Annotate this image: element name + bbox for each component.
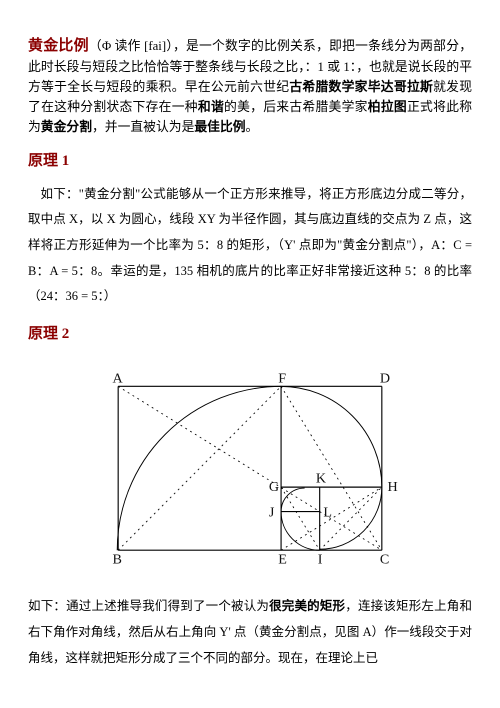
svg-text:I: I bbox=[318, 552, 323, 568]
intro-bold-1: 古希腊数学家毕达哥拉斯 bbox=[289, 80, 433, 94]
principle-1-paragraph: 如下："黄金分割"公式能够从一个正方形来推导，将正方形底边分成二等分，取中点 X… bbox=[28, 182, 472, 310]
principle-2-paragraph: 如下：通过上述推导我们得到了一个被认为很完美的矩形，连接该矩形左上角和右下角作对… bbox=[28, 594, 472, 671]
doc-title: 黄金比例 bbox=[28, 38, 89, 54]
golden-ratio-svg: A F D B E I C G H J K L bbox=[80, 360, 420, 586]
golden-ratio-figure: A F D B E I C G H J K L bbox=[28, 360, 472, 586]
heading-principle-1: 原理 1 bbox=[28, 147, 472, 176]
svg-text:C: C bbox=[380, 552, 389, 568]
heading-principle-2: 原理 2 bbox=[28, 320, 472, 349]
intro-bold-5: 最佳比例 bbox=[194, 120, 245, 134]
svg-text:E: E bbox=[278, 552, 287, 568]
svg-text:F: F bbox=[278, 371, 286, 387]
intro-text-5: ，并一直被认为是 bbox=[92, 120, 194, 134]
intro-bold-2: 和谐 bbox=[198, 100, 224, 114]
svg-text:L: L bbox=[323, 505, 332, 521]
intro-text-3: 的美，后来古希腊美学家 bbox=[224, 100, 368, 114]
intro-bold-4: 黄金分割 bbox=[41, 120, 92, 134]
intro-paragraph: 黄金比例（Φ 读作 [fai]），是一个数字的比例关系，即把一条线分为两部分，此… bbox=[28, 35, 472, 138]
svg-text:G: G bbox=[269, 479, 279, 495]
svg-text:K: K bbox=[316, 471, 327, 487]
svg-text:J: J bbox=[269, 505, 275, 521]
p2-text-a: 如下：通过上述推导我们得到了一个被认为 bbox=[28, 599, 269, 613]
document-page: 黄金比例（Φ 读作 [fai]），是一个数字的比例关系，即把一条线分为两部分，此… bbox=[0, 0, 500, 708]
intro-text-6: 。 bbox=[246, 120, 259, 134]
svg-text:D: D bbox=[380, 371, 390, 387]
p2-bold: 很完美的矩形 bbox=[269, 599, 345, 613]
intro-bold-3: 柏拉图 bbox=[368, 100, 407, 114]
svg-text:B: B bbox=[113, 552, 122, 568]
svg-text:A: A bbox=[113, 371, 124, 387]
svg-text:H: H bbox=[387, 479, 397, 495]
